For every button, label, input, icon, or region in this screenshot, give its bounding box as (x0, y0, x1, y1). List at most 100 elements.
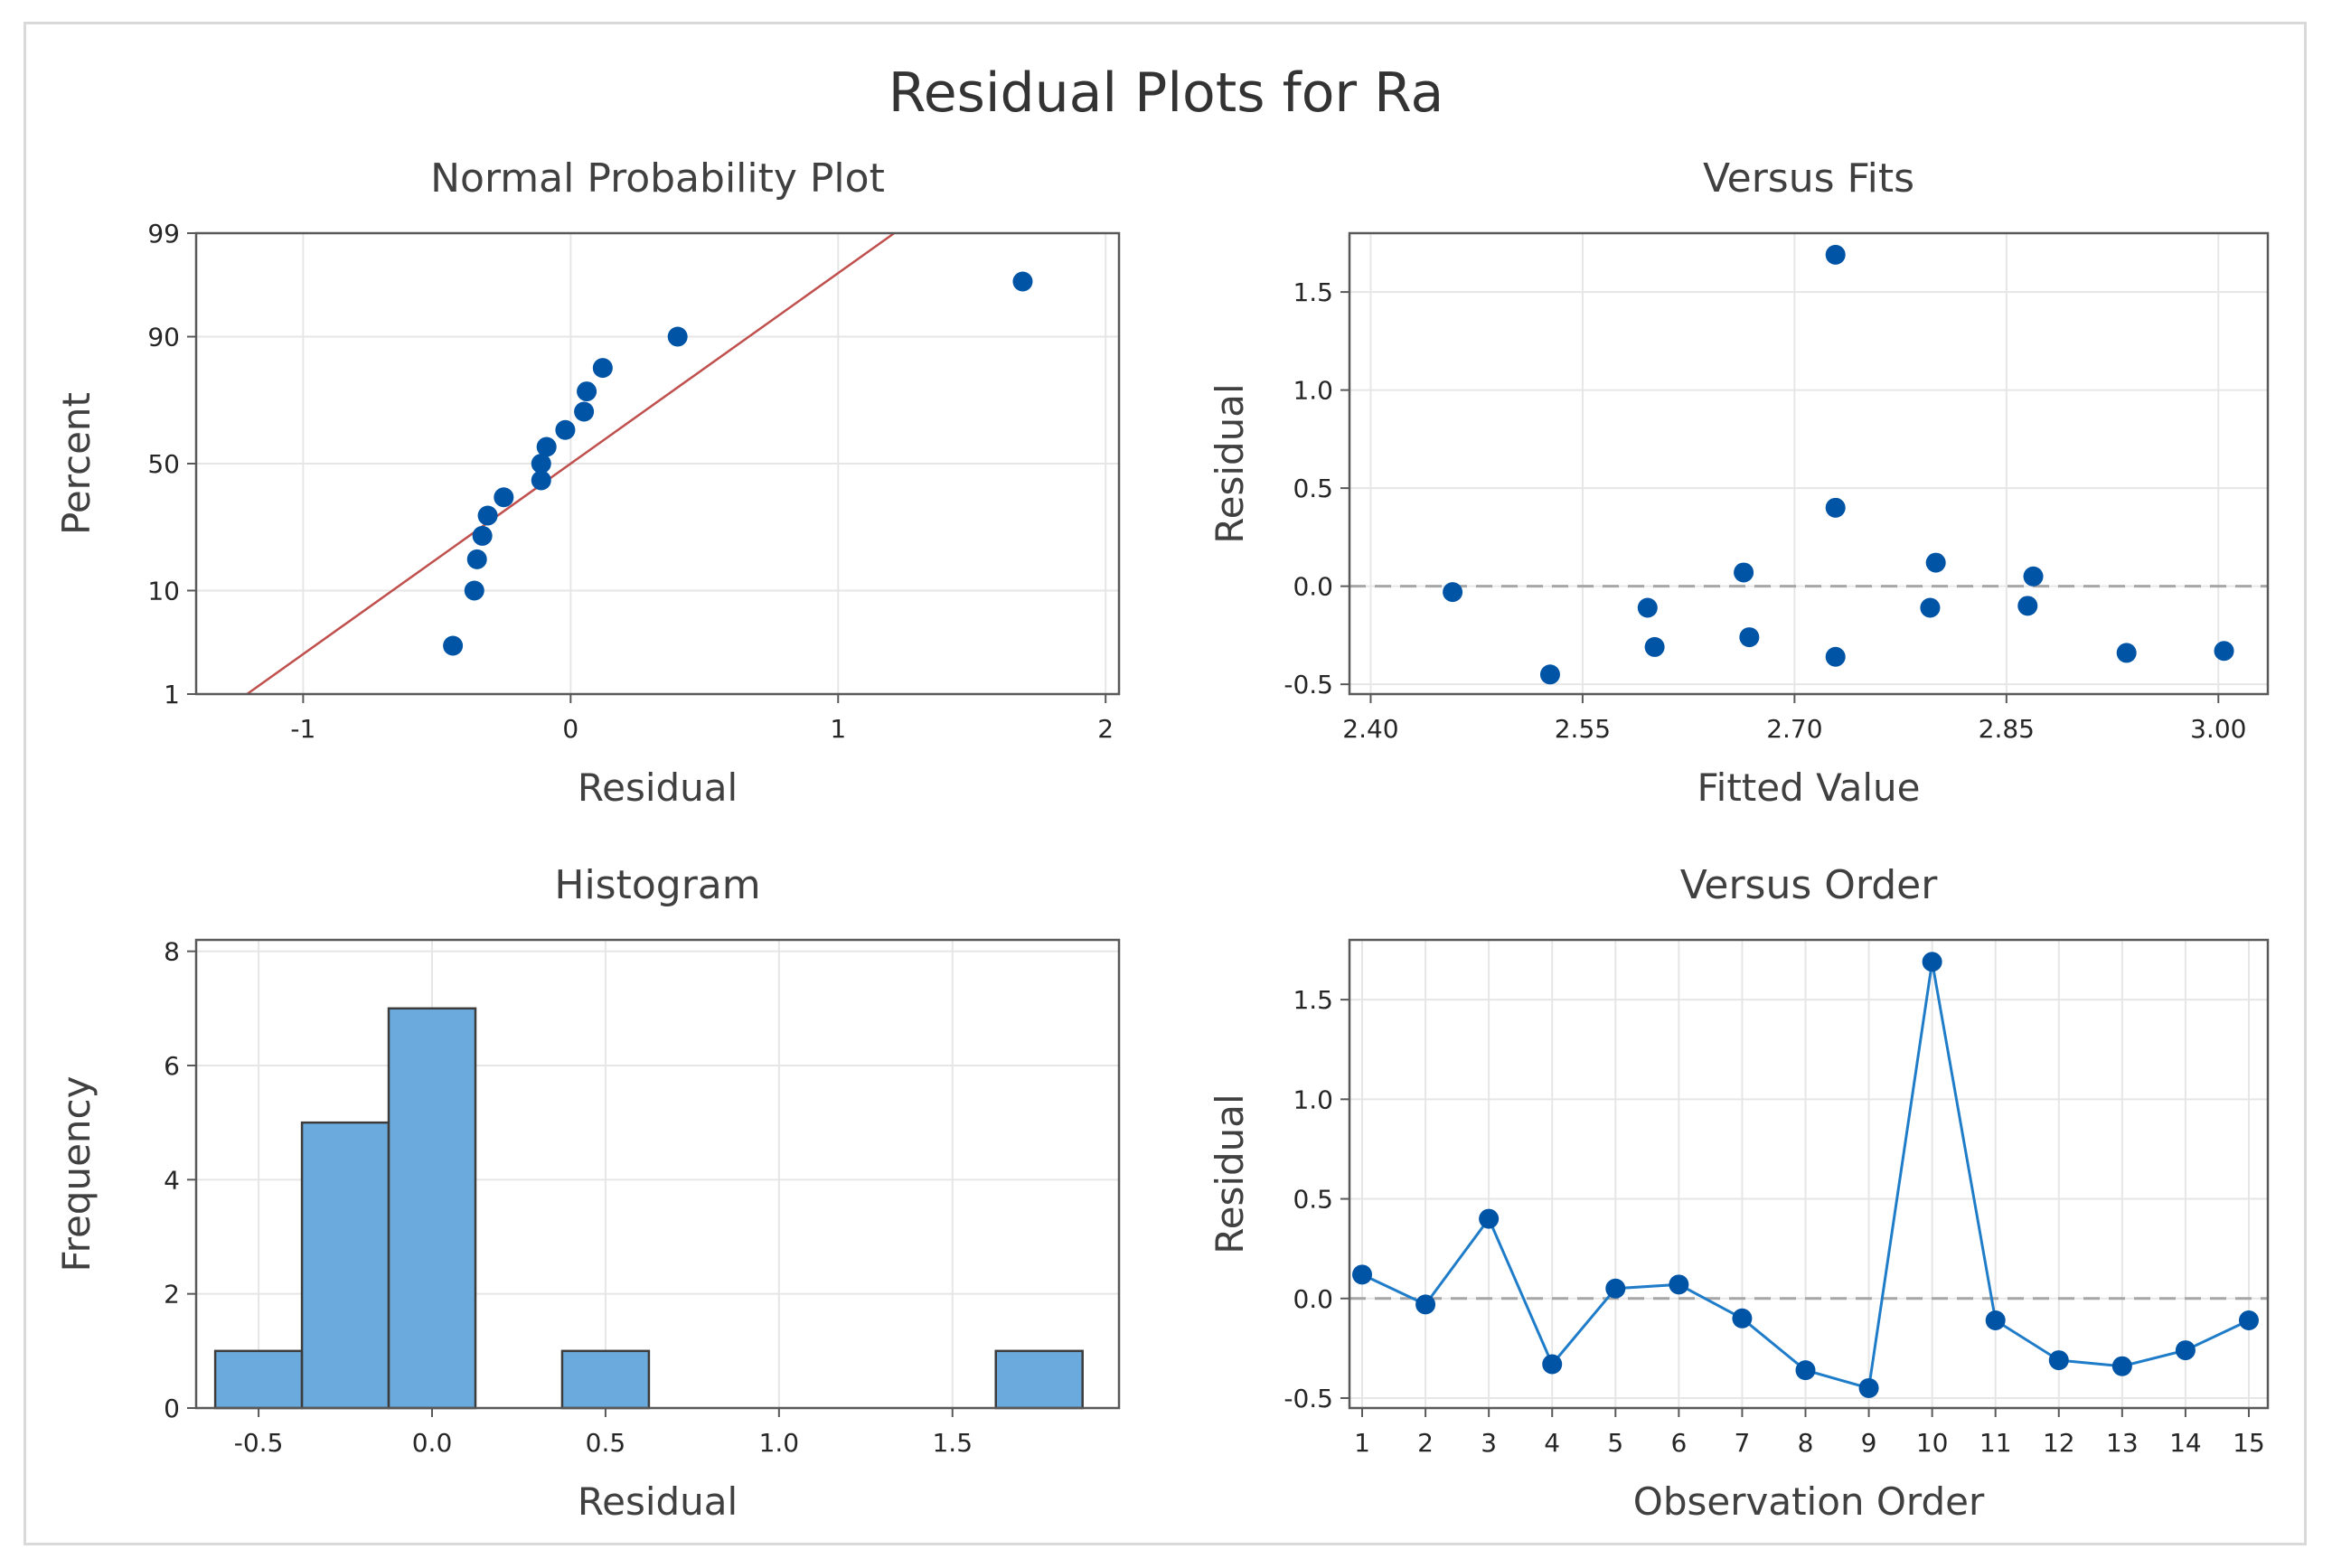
residual-point (443, 635, 464, 656)
x-tick-label: 1.5 (932, 1428, 973, 1458)
fit-residual-point (2017, 596, 2038, 616)
x-tick-label: -0.5 (234, 1428, 284, 1458)
order-residual-point (1415, 1294, 1436, 1315)
residual-point (531, 470, 551, 491)
residual-point (477, 505, 498, 526)
order-residual-point (1605, 1278, 1626, 1299)
plot-area-border (1348, 231, 2270, 696)
fit-residual-point (1637, 597, 1658, 618)
fit-residual-point (2116, 643, 2137, 663)
x-tick-label: 2 (1097, 714, 1114, 744)
x-tick-label: 10 (1916, 1428, 1949, 1458)
y-tick-label: 0.5 (1293, 474, 1333, 503)
residual-point (464, 580, 484, 601)
y-tick-label: 1.0 (1293, 1084, 1333, 1114)
x-tick-label: 1.0 (759, 1428, 800, 1458)
panel-title: Histogram (554, 862, 760, 908)
x-tick-label: 11 (1979, 1428, 2012, 1458)
y-tick-label: 50 (147, 449, 180, 479)
x-tick-label: 1 (830, 714, 846, 744)
y-tick-label: 90 (147, 323, 180, 352)
y-tick-label: 0.0 (1293, 572, 1333, 602)
x-tick-label: 2.40 (1342, 714, 1398, 744)
order-residual-point (1985, 1310, 2006, 1331)
x-tick-label: 7 (1735, 1428, 1751, 1458)
fit-residual-point (1925, 552, 1946, 573)
y-tick-label: 0.5 (1293, 1185, 1333, 1215)
fit-residual-point (1920, 597, 1941, 618)
fit-residual-point (1734, 562, 1754, 583)
residual-point (555, 419, 576, 440)
order-residual-point (1922, 952, 1942, 972)
x-tick-label: 2.55 (1555, 714, 1611, 744)
y-tick-label: 2 (164, 1280, 180, 1310)
residual-point (494, 487, 514, 508)
y-tick-label: 1.5 (1293, 985, 1333, 1015)
plot-area-border (194, 938, 1121, 1410)
panel-title: Normal Probability Plot (430, 155, 885, 202)
x-tick-label: 14 (2169, 1428, 2202, 1458)
x-axis-label: Observation Order (1633, 1479, 1985, 1524)
y-tick-label: 1.0 (1293, 376, 1333, 406)
x-tick-label: 2.85 (1979, 714, 2035, 744)
x-tick-label: 6 (1670, 1428, 1687, 1458)
order-residual-point (2175, 1340, 2196, 1361)
fit-residual-point (1539, 664, 1560, 685)
residual-point (577, 381, 597, 402)
fit-residual-point (2023, 566, 2044, 587)
fit-residual-point (1825, 244, 1846, 265)
y-tick-label: 1.5 (1293, 277, 1333, 307)
residual-point (466, 549, 487, 569)
y-tick-label: 99 (147, 219, 180, 249)
histogram-bar (300, 1121, 390, 1410)
y-tick-label: 0.0 (1293, 1284, 1333, 1314)
panel-title: Versus Order (1680, 862, 1939, 908)
x-tick-label: 8 (1798, 1428, 1814, 1458)
y-tick-label: 6 (164, 1051, 180, 1081)
y-tick-label: 0 (164, 1394, 180, 1423)
fit-residual-point (1825, 497, 1846, 518)
x-axis-label: Residual (578, 765, 738, 810)
normal-fit-line (246, 231, 896, 696)
y-tick-label: 8 (164, 937, 180, 967)
histogram-bar (994, 1349, 1084, 1410)
x-tick-label: 5 (1607, 1428, 1623, 1458)
fit-residual-point (1825, 646, 1846, 667)
x-tick-label: 9 (1861, 1428, 1877, 1458)
fit-residual-point (1443, 582, 1463, 603)
fit-residual-point (1739, 627, 1760, 648)
plot-area-border (194, 231, 1121, 696)
residual-point (592, 358, 613, 379)
x-axis-label: Residual (578, 1479, 738, 1524)
x-tick-label: 2 (1417, 1428, 1434, 1458)
order-residual-point (1542, 1354, 1563, 1375)
x-tick-label: 13 (2106, 1428, 2139, 1458)
y-tick-label: -0.5 (1284, 670, 1333, 699)
x-tick-label: 3.00 (2190, 714, 2246, 744)
x-axis-label: Fitted Value (1697, 765, 1921, 810)
y-tick-label: 10 (147, 576, 180, 606)
x-tick-label: 3 (1481, 1428, 1497, 1458)
histogram-bar (560, 1349, 651, 1410)
y-tick-label: 1 (164, 680, 180, 709)
residual-point (536, 437, 557, 457)
order-residual-point (2048, 1350, 2069, 1371)
x-tick-label: 12 (2043, 1428, 2075, 1458)
x-tick-label: 2.70 (1766, 714, 1822, 744)
order-residual-point (1858, 1377, 1879, 1398)
y-tick-label: -0.5 (1284, 1384, 1333, 1413)
panel-title: Versus Fits (1703, 155, 1914, 202)
normal-probability-plot-panel: Normal Probability Plot Residual Percent -1… (54, 155, 1121, 810)
x-tick-label: 1 (1354, 1428, 1370, 1458)
order-residual-point (2111, 1356, 2132, 1376)
y-axis-label: Percent (54, 392, 99, 535)
order-residual-point (1732, 1308, 1753, 1329)
plot-area-border (1348, 938, 2270, 1410)
versus-fits-panel: Versus Fits Fitted Value Residual 2.40 2.55 2… (1208, 155, 2270, 810)
residual-point (531, 454, 551, 474)
residual-point (472, 525, 493, 546)
y-axis-label: Frequency (54, 1076, 99, 1272)
residual-point (1012, 271, 1033, 292)
